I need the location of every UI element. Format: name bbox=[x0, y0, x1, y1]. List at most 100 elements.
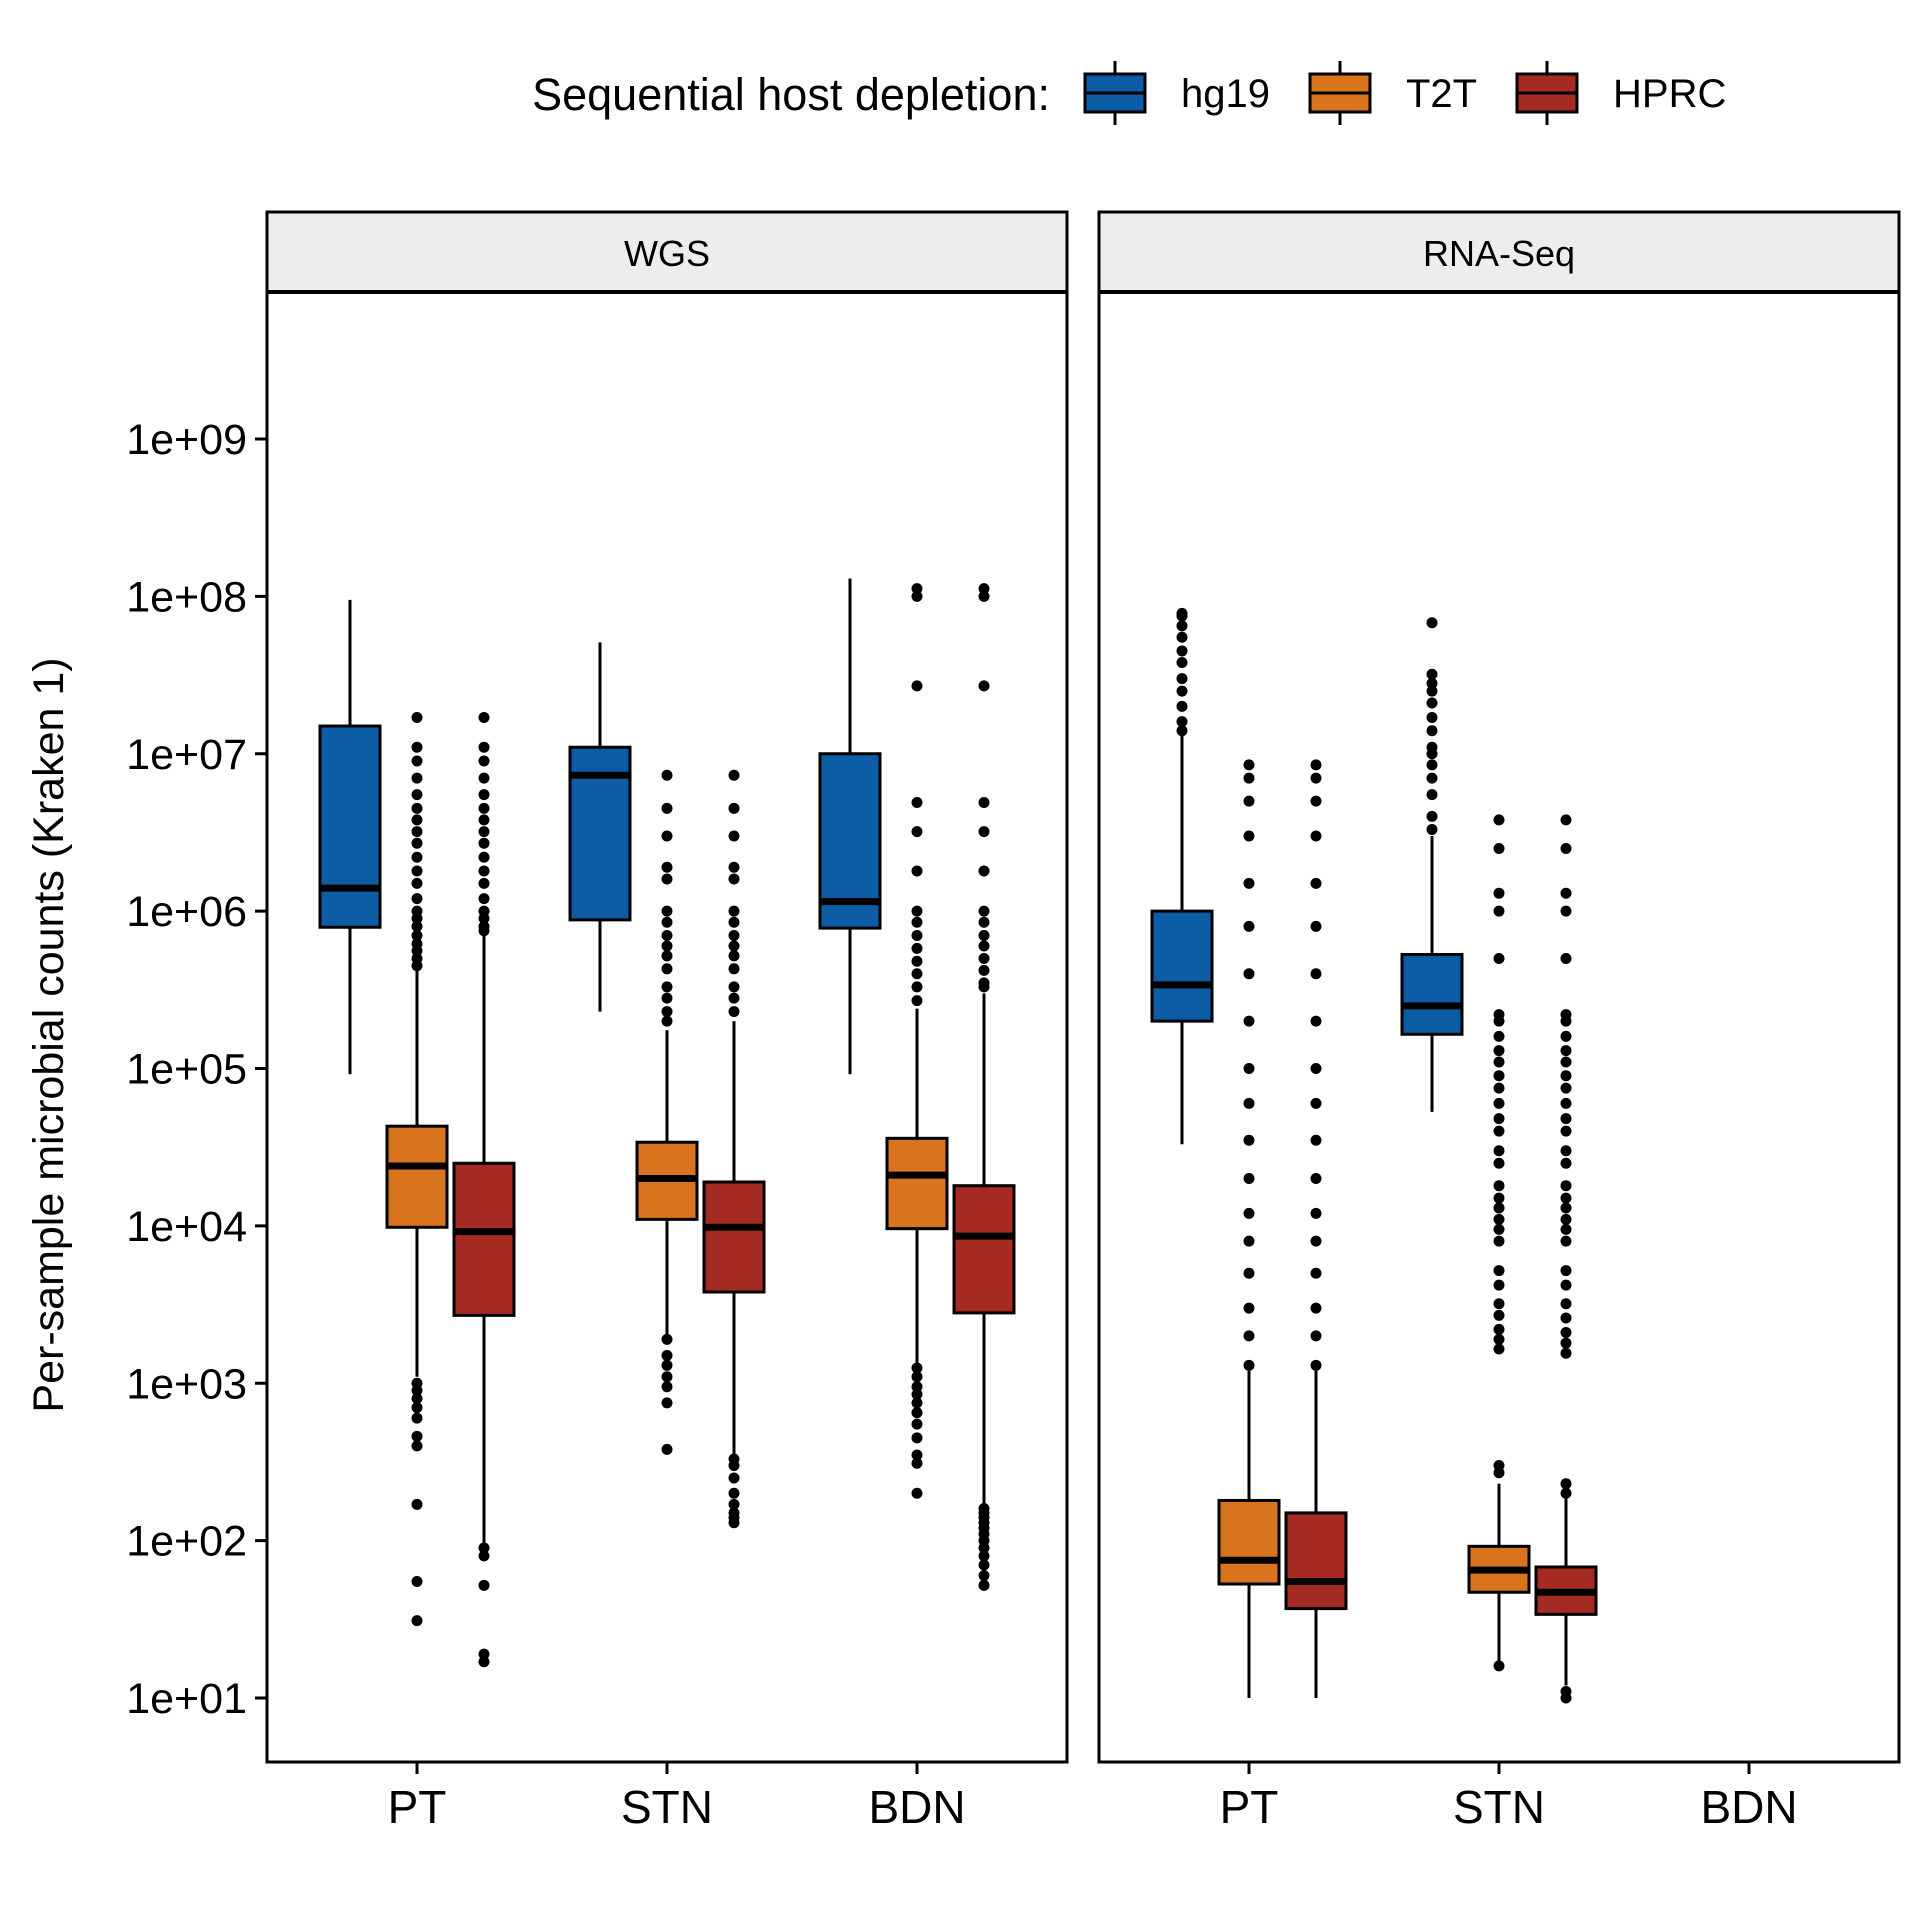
outlier-point bbox=[411, 893, 423, 905]
legend: Sequential host depletion: hg19 T2T HPRC bbox=[532, 61, 1726, 125]
outlier-point bbox=[661, 1350, 673, 1362]
x-tick-label: STN bbox=[1453, 1781, 1545, 1833]
outlier-point bbox=[478, 1550, 490, 1562]
outlier-point bbox=[661, 830, 673, 842]
y-tick-label: 1e+09 bbox=[126, 416, 247, 464]
outlier-point bbox=[1176, 607, 1188, 619]
outlier-point bbox=[411, 938, 423, 950]
outlier-point bbox=[1560, 1213, 1572, 1225]
outlier-point bbox=[911, 995, 923, 1007]
outlier-point bbox=[978, 916, 990, 928]
outlier-point bbox=[411, 789, 423, 801]
y-tick-label: 1e+06 bbox=[126, 888, 247, 936]
outlier-point bbox=[1560, 814, 1572, 826]
outlier-point bbox=[478, 920, 490, 932]
outlier-point bbox=[978, 1559, 990, 1571]
outlier-point bbox=[661, 1006, 673, 1018]
outlier-point bbox=[411, 826, 423, 838]
outlier-point bbox=[728, 916, 740, 928]
outlier-point bbox=[1560, 1070, 1572, 1082]
outlier-point bbox=[411, 865, 423, 877]
outlier-point bbox=[728, 905, 740, 917]
outlier-point bbox=[1310, 1302, 1322, 1314]
outlier-point bbox=[1560, 1056, 1572, 1068]
outlier-point bbox=[1560, 1192, 1572, 1204]
y-axis-title: Per-sample microbial counts (Kraken 1) bbox=[25, 657, 73, 1412]
outlier-point bbox=[411, 1440, 423, 1452]
outlier-point bbox=[1560, 1223, 1572, 1235]
outlier-point bbox=[728, 950, 740, 962]
outlier-point bbox=[1493, 1097, 1505, 1109]
outlier-point bbox=[728, 1498, 740, 1510]
outlier-point bbox=[411, 814, 423, 826]
outlier-point bbox=[911, 955, 923, 967]
outlier-point bbox=[1493, 1157, 1505, 1169]
outlier-point bbox=[411, 1615, 423, 1627]
outlier-point bbox=[1426, 772, 1438, 784]
box-body bbox=[385, 1124, 449, 1229]
outlier-point bbox=[1310, 1267, 1322, 1279]
box-body bbox=[452, 1161, 516, 1317]
outlier-point bbox=[1310, 968, 1322, 980]
outlier-point bbox=[911, 1432, 923, 1444]
outlier-point bbox=[1243, 920, 1255, 932]
outlier-point bbox=[661, 930, 673, 942]
outlier-point bbox=[1243, 1302, 1255, 1314]
y-tick-label: 1e+04 bbox=[126, 1203, 247, 1251]
outlier-point bbox=[411, 1498, 423, 1510]
legend-label: hg19 bbox=[1181, 72, 1270, 116]
outlier-point bbox=[911, 826, 923, 838]
legend-title: Sequential host depletion: bbox=[532, 69, 1050, 120]
outlier-point bbox=[1560, 1312, 1572, 1324]
outlier-point bbox=[1426, 697, 1438, 709]
outlier-point bbox=[661, 1443, 673, 1455]
outlier-point bbox=[1560, 842, 1572, 854]
outlier-point bbox=[478, 851, 490, 863]
outlier-point bbox=[911, 865, 923, 877]
outlier-point bbox=[478, 865, 490, 877]
outlier-point bbox=[411, 1430, 423, 1442]
outlier-point bbox=[1426, 810, 1438, 822]
outlier-point bbox=[728, 1006, 740, 1018]
outlier-point bbox=[1426, 617, 1438, 629]
outlier-point bbox=[1243, 772, 1255, 784]
outlier-point bbox=[661, 905, 673, 917]
outlier-point bbox=[1310, 1173, 1322, 1185]
outlier-point bbox=[1560, 1113, 1572, 1125]
outlier-point bbox=[1243, 1267, 1255, 1279]
outlier-point bbox=[728, 963, 740, 975]
outlier-point bbox=[478, 772, 490, 784]
outlier-point bbox=[1243, 1063, 1255, 1074]
outlier-point bbox=[661, 1371, 673, 1383]
outlier-point bbox=[661, 950, 673, 962]
outlier-point bbox=[1310, 1207, 1322, 1219]
outlier-point bbox=[1493, 1235, 1505, 1247]
outlier-point bbox=[1560, 1298, 1572, 1310]
outlier-point bbox=[1493, 1298, 1505, 1310]
outlier-point bbox=[1493, 1323, 1505, 1335]
outlier-point bbox=[978, 590, 990, 602]
outlier-point bbox=[978, 952, 990, 964]
outlier-point bbox=[1493, 814, 1505, 826]
legend-item-t2t: T2T bbox=[1308, 61, 1477, 125]
outlier-point bbox=[911, 968, 923, 980]
outlier-point bbox=[1560, 1337, 1572, 1349]
outlier-point bbox=[661, 981, 673, 993]
outlier-point bbox=[1493, 1309, 1505, 1321]
outlier-point bbox=[661, 861, 673, 873]
outlier-point bbox=[1493, 1460, 1505, 1472]
legend-item-hprc: HPRC bbox=[1515, 61, 1726, 125]
x-tick-label: STN bbox=[621, 1781, 713, 1833]
y-tick-label: 1e+02 bbox=[126, 1518, 247, 1566]
outlier-point bbox=[411, 877, 423, 889]
outlier-point bbox=[1560, 1145, 1572, 1157]
box-stn-hprc bbox=[702, 769, 766, 1529]
outlier-point bbox=[1243, 1015, 1255, 1027]
outlier-point bbox=[728, 861, 740, 873]
outlier-point bbox=[911, 797, 923, 809]
outlier-point bbox=[1560, 1030, 1572, 1042]
box-stn-hprc bbox=[1534, 814, 1598, 1704]
outlier-point bbox=[911, 1407, 923, 1419]
y-tick-label: 1e+05 bbox=[126, 1046, 247, 1094]
box-body bbox=[702, 1180, 766, 1294]
